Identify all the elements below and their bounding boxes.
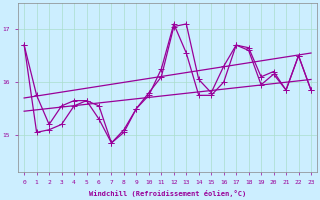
X-axis label: Windchill (Refroidissement éolien,°C): Windchill (Refroidissement éolien,°C) [89, 190, 246, 197]
